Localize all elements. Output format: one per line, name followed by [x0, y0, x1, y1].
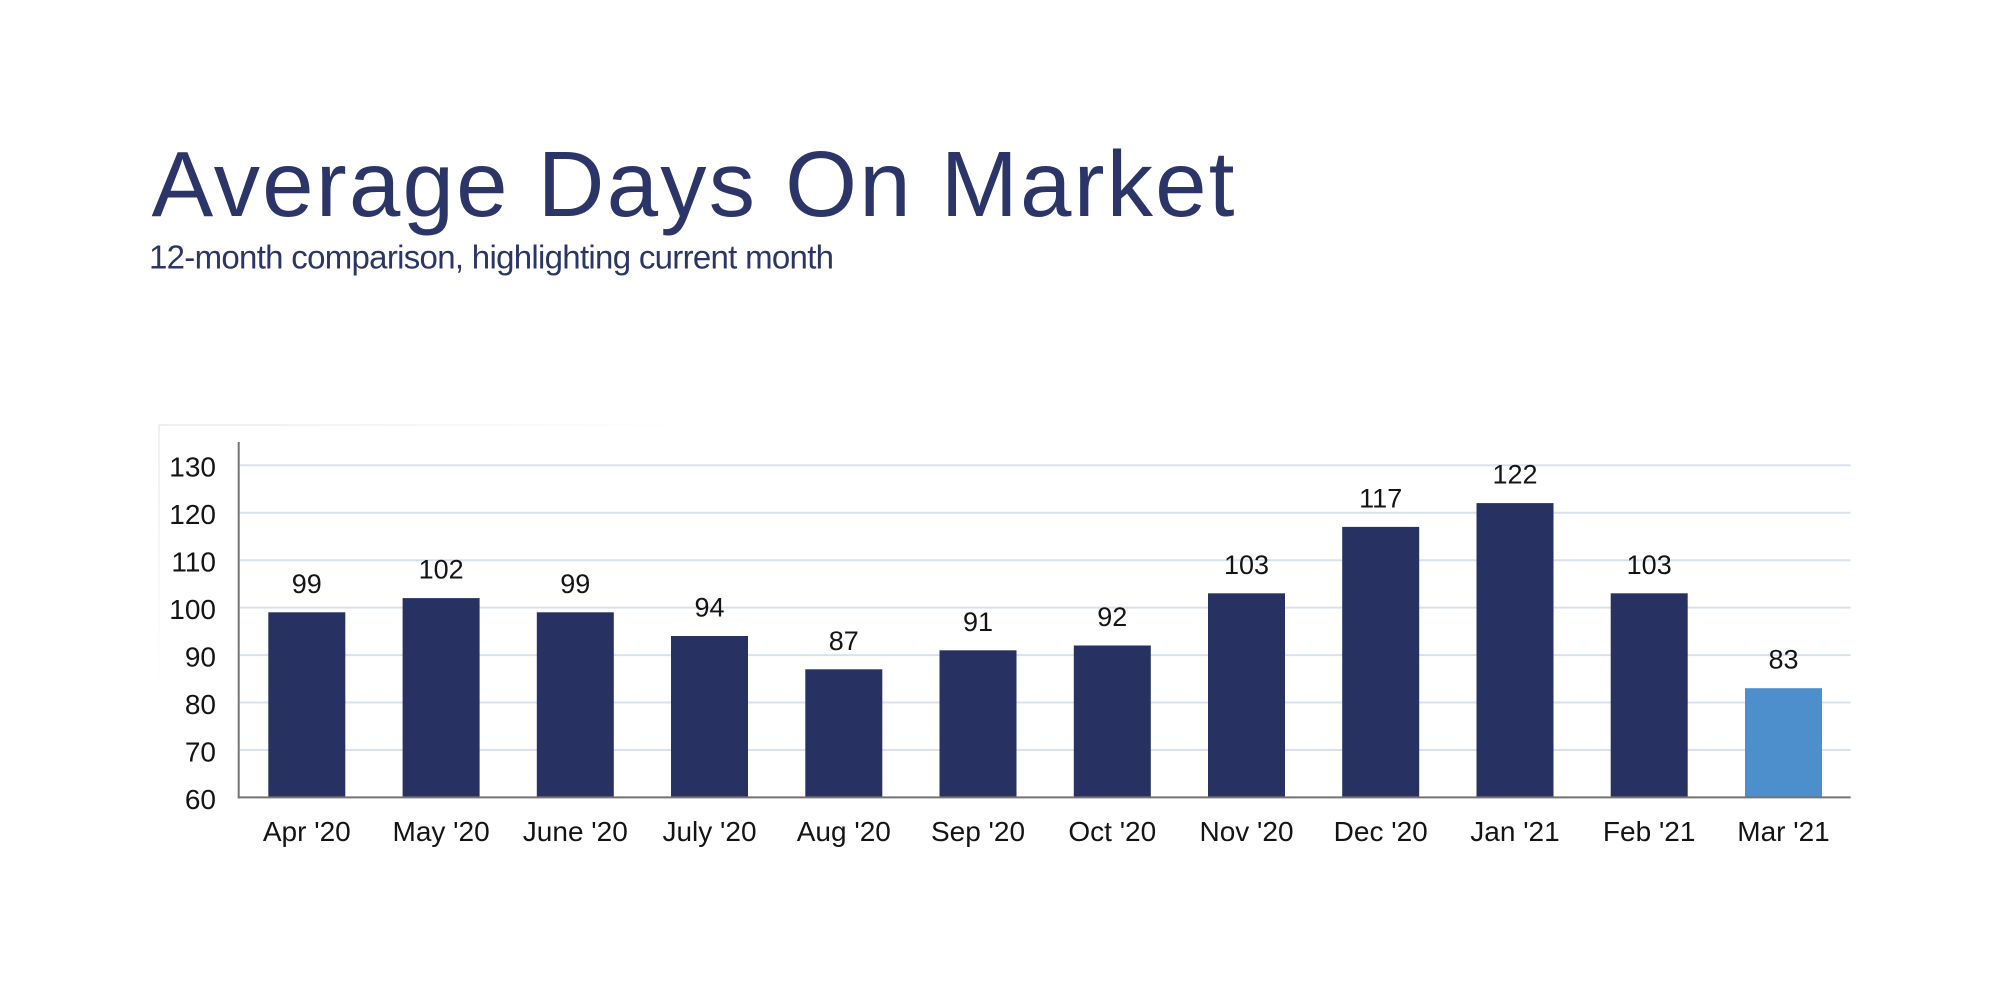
svg-text:122: 122 [1492, 460, 1537, 490]
svg-text:60: 60 [185, 784, 216, 815]
svg-text:83: 83 [1768, 645, 1798, 675]
svg-text:99: 99 [292, 569, 322, 599]
svg-text:92: 92 [1097, 602, 1127, 632]
svg-text:Apr '20: Apr '20 [263, 816, 351, 847]
svg-text:80: 80 [185, 689, 216, 720]
svg-text:103: 103 [1627, 550, 1672, 580]
svg-text:117: 117 [1359, 483, 1402, 513]
svg-text:110: 110 [171, 547, 216, 578]
svg-text:Sep '20: Sep '20 [931, 816, 1025, 847]
svg-text:99: 99 [560, 569, 590, 599]
svg-text:91: 91 [963, 607, 993, 637]
svg-text:Feb '21: Feb '21 [1603, 816, 1696, 847]
svg-text:103: 103 [1224, 550, 1269, 580]
svg-text:12-month comparison, highlight: 12-month comparison, highlighting curren… [149, 239, 833, 276]
svg-text:Dec '20: Dec '20 [1334, 816, 1428, 847]
svg-text:94: 94 [694, 593, 724, 623]
svg-text:Mar '21: Mar '21 [1737, 816, 1830, 847]
svg-text:90: 90 [185, 642, 216, 673]
svg-text:Jan '21: Jan '21 [1470, 816, 1559, 847]
svg-text:130: 130 [169, 452, 216, 483]
svg-text:120: 120 [169, 499, 216, 530]
svg-text:100: 100 [169, 594, 216, 625]
svg-text:Nov '20: Nov '20 [1199, 816, 1293, 847]
svg-text:70: 70 [185, 737, 216, 768]
svg-text:July '20: July '20 [662, 816, 756, 847]
svg-text:Oct '20: Oct '20 [1068, 816, 1156, 847]
svg-text:June '20: June '20 [523, 816, 628, 847]
svg-text:Aug '20: Aug '20 [797, 816, 891, 847]
svg-text:102: 102 [419, 555, 464, 585]
svg-text:Average Days On Market: Average Days On Market [152, 132, 1237, 236]
svg-text:87: 87 [829, 626, 859, 656]
svg-text:May '20: May '20 [393, 816, 490, 847]
